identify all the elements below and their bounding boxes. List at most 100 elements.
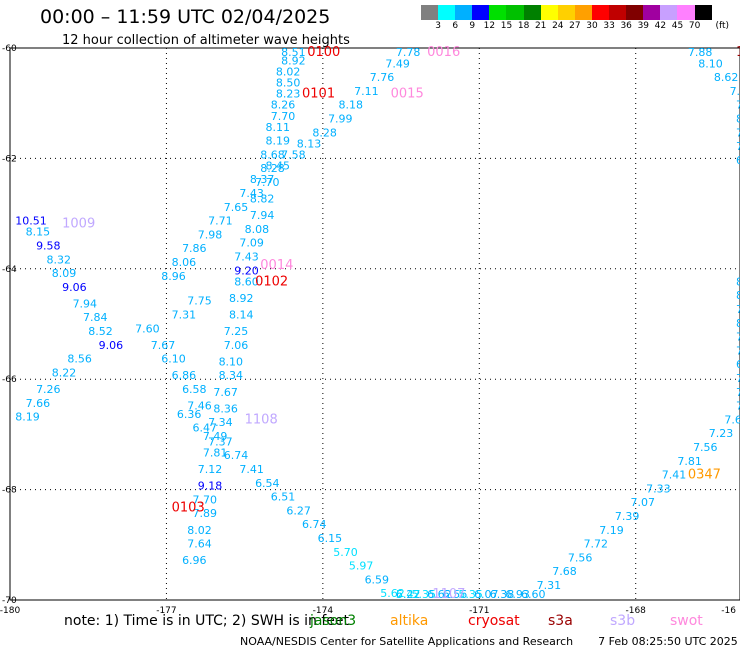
swh-reading: 5.35 [412, 588, 437, 601]
swh-reading: 6.22 [396, 588, 421, 601]
swh-reading: 7.68 [552, 565, 577, 578]
swh-reading: 7.81 [677, 455, 702, 468]
swh-reading: 7.66 [26, 397, 51, 410]
pass-time-stamp: 1107 [432, 587, 465, 602]
swh-reading: 6.10 [161, 353, 186, 366]
swh-reading: 6.74 [302, 518, 327, 531]
swh-reading: 7.94 [73, 297, 98, 310]
swh-reading: 8.32 [47, 253, 72, 266]
swh-reading: 7.55 [736, 344, 740, 357]
swh-reading: 7.43 [730, 85, 740, 98]
swh-reading: 8.18 [339, 99, 364, 112]
lat-tick-label: -62 [2, 154, 17, 164]
swh-reading: 8.96 [161, 270, 186, 283]
swh-reading: 6.74 [224, 449, 249, 462]
swh-reading: 7.86 [182, 242, 207, 255]
swh-reading: 7.86 [736, 126, 740, 139]
swh-reading: 7.88 [688, 46, 713, 59]
colorbar-swatch [421, 5, 439, 20]
swh-reading: 7.09 [239, 237, 264, 250]
swh-reading: 6.59 [365, 573, 390, 586]
swh-reading: 8.10 [698, 57, 723, 70]
swh-reading: 8.06 [172, 256, 197, 269]
swh-reading: 7.98 [198, 228, 223, 241]
swh-reading: 9.58 [36, 239, 61, 252]
swh-reading: 8.45 [266, 159, 291, 172]
pass-time-stamp: 0347 [688, 468, 721, 483]
swh-reading: 7.37 [208, 435, 233, 448]
swh-reading: 7.39 [615, 510, 640, 523]
swh-reading: 8.22 [52, 366, 77, 379]
swh-reading: 7.19 [599, 524, 624, 537]
swh-reading: 7.49 [385, 57, 410, 70]
swh-reading: 5.47 [396, 588, 421, 601]
swh-reading: 8.50 [276, 77, 301, 90]
swh-reading: 7.62 [736, 140, 740, 153]
swh-reading: 8.19 [15, 411, 40, 424]
swh-reading: 7.67 [151, 339, 176, 352]
swh-reading: 8.28 [312, 126, 337, 139]
swh-reading: 7.67 [736, 400, 740, 413]
swh-reading: 7.89 [193, 507, 218, 520]
swh-reading: 8.23 [276, 88, 301, 101]
colorbar-tick-label: 33 [603, 21, 615, 31]
colorbar-tick-label: 18 [517, 21, 530, 31]
swh-reading: 9.06 [62, 281, 86, 294]
pass-time-stamp: 0102 [255, 274, 288, 289]
swh-reading: 8.62 [714, 71, 739, 84]
colorbar-tick-label: 3 [435, 21, 441, 31]
swh-reading: 7.56 [693, 441, 718, 454]
swh-reading: 8.82 [736, 275, 740, 288]
pass-time-stamp: 1108 [245, 412, 278, 427]
swh-reading: 7.71 [208, 215, 233, 228]
swh-reading: 6.96 [182, 554, 207, 567]
generated-timestamp: 7 Feb 08:25:50 UTC 2025 [598, 635, 738, 648]
lon-tick-label: -180 [0, 606, 20, 616]
pass-time-stamp: 0103 [172, 501, 205, 516]
swh-reading: 9.18 [198, 480, 223, 493]
pass-time-stamp: 0014 [260, 258, 293, 273]
swh-reading: 7.84 [83, 311, 108, 324]
colorbar-swatch [609, 5, 627, 20]
swh-reading: 8.56 [67, 353, 92, 366]
lat-tick-label: -64 [2, 265, 17, 275]
swh-reading: 7.43 [234, 251, 259, 264]
swh-reading: 8.26 [271, 99, 296, 112]
lat-tick-label: -60 [2, 44, 17, 54]
swh-reading: 8.08 [245, 223, 270, 236]
swh-reading: 7.41 [239, 463, 264, 476]
colorbar-swatch [626, 5, 644, 20]
swh-reading: 7.11 [354, 85, 379, 98]
swh-reading: 8.52 [88, 325, 113, 338]
swh-reading: 7.28 [736, 386, 740, 399]
colorbar-unit: (ft) [715, 21, 729, 31]
colorbar-swatch [557, 5, 575, 20]
swh-reading: 7.67 [213, 386, 238, 399]
colorbar-swatch [660, 5, 678, 20]
swh-reading: 8.36 [213, 402, 238, 415]
swh-reading: 8.60 [234, 275, 259, 288]
colorbar-swatch [489, 5, 507, 20]
swh-reading: 6.47 [193, 422, 218, 435]
map-frame [9, 47, 740, 601]
swh-reading: 8.04 [736, 289, 740, 302]
swh-reading: 8.12 [736, 317, 740, 330]
colorbar-tick-label: 24 [552, 21, 564, 31]
swh-reading: 8.92 [229, 292, 254, 305]
swh-reading: 7.12 [198, 463, 223, 476]
swh-reading: 8.19 [266, 135, 291, 148]
swh-reading: 7.46 [187, 400, 212, 413]
swh-reading: 10.51 [15, 215, 47, 228]
swh-reading: 6.62 [427, 588, 452, 601]
legend-item-s3a: s3a [548, 613, 573, 629]
swh-reading: 6.07 [474, 588, 499, 601]
colorbar-labels: (ft) 3 6 9 12 15 18 21 24 27 30 33 36 39 42 45 70 [421, 21, 729, 33]
swh-reading: 7.66 [724, 413, 740, 426]
swh-reading: 8.02 [276, 66, 301, 79]
swh-reading: 7.25 [224, 325, 249, 338]
swh-reading: 8.34 [219, 369, 244, 382]
swh-reading: 7.43 [239, 187, 264, 200]
colorbar-swatch [540, 5, 558, 20]
swh-reading: 7.84 [736, 303, 740, 316]
pass-time-stamp: 0101 [302, 87, 335, 102]
